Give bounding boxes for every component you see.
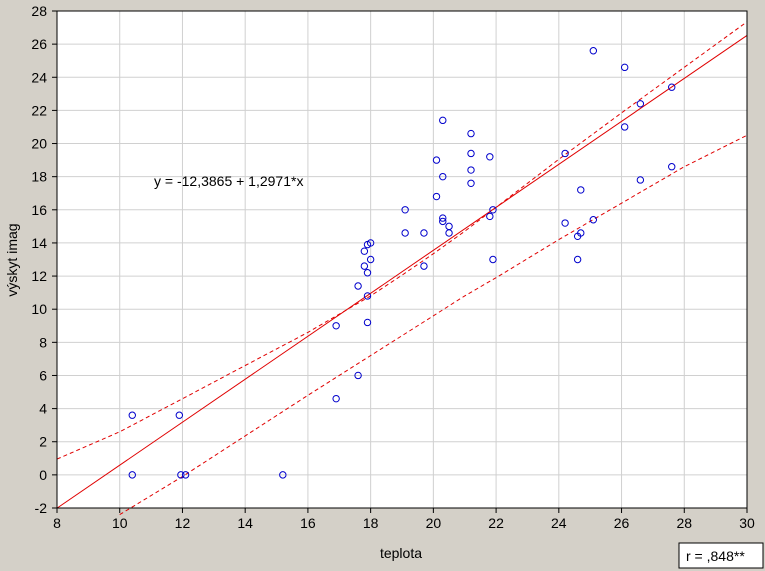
- data-point: [401, 206, 409, 214]
- x-tick-label: 18: [363, 515, 379, 531]
- x-tick-label: 26: [614, 515, 630, 531]
- correlation-text: r = ,848**: [686, 548, 745, 564]
- regression-line: [56, 34, 748, 509]
- data-point: [489, 255, 497, 264]
- data-point: [332, 394, 340, 403]
- x-tick-label: 28: [676, 515, 692, 531]
- data-point: [332, 322, 340, 330]
- y-tick-label: 4: [39, 401, 47, 417]
- correlation-box: r = ,848**: [678, 542, 764, 569]
- data-point: [489, 206, 497, 214]
- data-point: [620, 63, 629, 72]
- data-point: [363, 318, 372, 327]
- x-tick-label: 10: [112, 515, 128, 531]
- data-point: [354, 371, 362, 380]
- y-axis-title: výskyt imag: [4, 223, 20, 296]
- data-point: [561, 219, 569, 227]
- y-tick-label: 6: [39, 367, 47, 383]
- x-tick-labels: 8 10 12 14 16 18 20 22 24 26 28 30: [53, 515, 755, 531]
- data-point: [354, 282, 362, 290]
- equation-annotation: y = -12,3865 + 1,2971*x: [154, 173, 303, 189]
- y-tick-label: 0: [39, 467, 47, 483]
- data-point: [445, 229, 453, 237]
- x-tick-label: 16: [300, 515, 316, 531]
- x-tick-label: 12: [175, 515, 191, 531]
- data-point: [486, 153, 494, 161]
- data-point: [366, 239, 375, 247]
- data-point: [573, 255, 582, 264]
- data-point: [668, 83, 676, 91]
- data-point: [432, 156, 441, 164]
- data-point: [279, 471, 287, 479]
- y-tick-label: 12: [31, 268, 47, 284]
- data-point: [577, 186, 585, 194]
- y-tick-label: 10: [31, 301, 47, 317]
- data-point: [636, 100, 645, 108]
- data-point: [439, 116, 447, 125]
- data-point: [486, 212, 494, 221]
- confidence-band-upper: [56, 21, 748, 460]
- y-tick-label: 26: [31, 36, 47, 52]
- x-tick-label: 24: [551, 515, 567, 531]
- data-point: [363, 269, 372, 277]
- data-point: [439, 217, 447, 226]
- correlation-box-frame: [678, 542, 764, 569]
- x-tick-label: 20: [426, 515, 442, 531]
- y-tick-label: 16: [31, 202, 47, 218]
- y-tick-label: -2: [35, 500, 48, 516]
- confidence-band-lower: [119, 134, 748, 516]
- axis-ticks: [52, 10, 748, 513]
- y-tick-label: 20: [31, 136, 47, 152]
- x-axis-title: teplota: [380, 545, 422, 561]
- data-point: [467, 129, 475, 138]
- data-point: [181, 471, 190, 479]
- data-point: [620, 123, 629, 131]
- x-tick-label: 22: [488, 515, 504, 531]
- data-point: [439, 214, 447, 222]
- data-point: [177, 471, 185, 479]
- data-point: [360, 247, 369, 255]
- data-points: [128, 47, 676, 479]
- y-tick-label: 24: [31, 69, 47, 85]
- plot-background: [57, 11, 747, 508]
- data-point: [360, 262, 369, 270]
- data-point: [439, 172, 447, 181]
- y-tick-label: 18: [31, 169, 47, 185]
- plot-frame: [56, 10, 748, 509]
- y-tick-label: 8: [39, 334, 47, 350]
- data-point: [366, 255, 375, 264]
- x-tick-label: 14: [237, 515, 253, 531]
- data-point: [467, 149, 475, 158]
- y-tick-label: 14: [31, 235, 47, 251]
- data-point: [363, 292, 372, 300]
- data-point: [589, 47, 598, 55]
- y-tick-label: 22: [31, 102, 47, 118]
- data-point: [467, 166, 475, 174]
- data-point: [128, 471, 136, 479]
- data-point: [175, 411, 184, 419]
- y-tick-label: 2: [39, 434, 47, 450]
- data-point: [668, 163, 676, 171]
- data-point: [420, 229, 428, 237]
- data-point: [577, 229, 585, 237]
- x-tick-label: 8: [53, 515, 61, 531]
- grid: [57, 11, 747, 508]
- y-tick-label: 28: [31, 3, 47, 19]
- data-point: [561, 149, 569, 158]
- data-point: [467, 179, 475, 187]
- data-point: [636, 176, 645, 184]
- data-point: [420, 262, 428, 270]
- x-tick-label: 30: [739, 515, 755, 531]
- data-point: [589, 216, 598, 224]
- data-point: [432, 192, 441, 201]
- data-point: [401, 229, 409, 237]
- data-point: [128, 411, 136, 419]
